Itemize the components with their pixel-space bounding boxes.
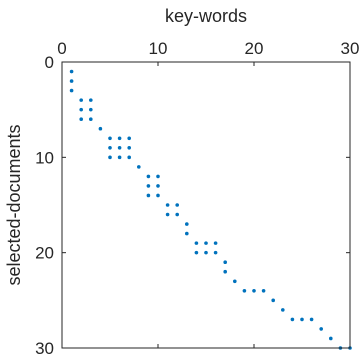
data-point (175, 212, 179, 217)
data-point (69, 69, 74, 74)
data-point (117, 146, 122, 150)
plot-area (62, 62, 350, 348)
data-point (242, 289, 247, 293)
data-point (319, 327, 324, 331)
data-point (108, 136, 112, 141)
x-tick-label: 0 (57, 39, 66, 58)
data-point (79, 117, 83, 121)
data-point (213, 241, 218, 245)
data-point (309, 317, 314, 322)
data-point (108, 146, 112, 150)
plot-frame (61, 61, 351, 349)
data-point (252, 289, 256, 293)
y-tick-label: 0 (45, 53, 54, 72)
data-point (137, 165, 141, 169)
data-point (146, 193, 151, 198)
data-point (233, 279, 237, 284)
data-point (194, 250, 199, 255)
data-point (69, 88, 74, 93)
x-tick-label: 20 (245, 39, 264, 58)
data-point (117, 155, 122, 160)
data-point (223, 260, 227, 265)
data-point (281, 308, 285, 312)
data-point (89, 107, 93, 112)
x-tick-label: 10 (149, 39, 168, 58)
y-tick-label: 10 (35, 148, 54, 167)
y-tick-label: 20 (35, 244, 54, 263)
data-point (69, 79, 74, 83)
data-point (117, 136, 122, 141)
data-point (79, 98, 83, 102)
data-point (156, 184, 160, 188)
data-point (194, 241, 199, 245)
data-points (69, 69, 352, 350)
data-point (271, 298, 276, 303)
data-point (329, 336, 333, 341)
data-point (204, 241, 208, 245)
data-point (165, 203, 170, 207)
axis-ticks: 0 10 20 30 0 10 20 30 (35, 39, 359, 358)
data-point (79, 107, 83, 112)
y-tick-label: 30 (35, 339, 54, 358)
data-point (89, 98, 93, 102)
data-point (127, 146, 131, 150)
data-point (175, 203, 179, 207)
data-point (213, 250, 218, 255)
data-point (156, 193, 160, 198)
data-point (108, 155, 112, 160)
x-axis-label: key-words (165, 6, 247, 26)
data-point (223, 269, 227, 274)
data-point (204, 250, 208, 255)
data-point (127, 136, 131, 141)
data-point (290, 317, 295, 322)
data-point (127, 155, 131, 160)
data-point (185, 231, 189, 236)
data-point (146, 184, 151, 188)
x-tick-label: 30 (341, 39, 360, 58)
data-point (300, 317, 304, 322)
data-point (185, 222, 189, 226)
data-point (156, 174, 160, 179)
data-point (89, 117, 93, 121)
data-point (261, 289, 266, 293)
y-axis-label: selected-documents (4, 124, 24, 285)
data-point (165, 212, 170, 217)
data-point (98, 126, 103, 131)
data-point (146, 174, 151, 179)
